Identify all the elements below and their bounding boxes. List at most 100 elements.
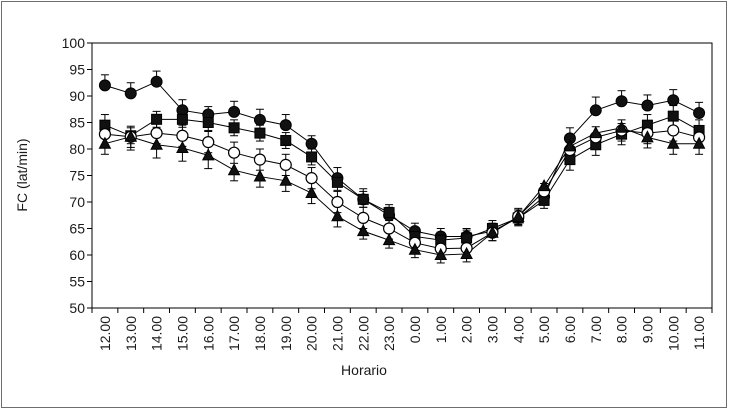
y-axis-ticks: 50 55 60 65 70 75 80 85 90 95 100 <box>62 35 92 316</box>
data-point <box>176 113 188 125</box>
data-point <box>279 158 292 171</box>
data-point <box>202 136 215 149</box>
y-tick-label: 100 <box>62 35 86 51</box>
x-tick-label: 3.00 <box>484 316 500 343</box>
data-point <box>461 232 473 244</box>
x-tick-label: 9.00 <box>639 316 655 343</box>
data-point <box>460 246 473 259</box>
data-point <box>667 110 679 122</box>
data-point <box>98 136 112 149</box>
data-point <box>537 179 551 192</box>
y-axis-label: FC (lat/min) <box>14 138 30 211</box>
x-tick-label: 1.00 <box>433 316 449 343</box>
series-line-filled-triangle <box>104 127 700 256</box>
data-point <box>383 207 395 219</box>
x-tick-label: 2.00 <box>459 316 475 343</box>
data-point <box>667 124 680 137</box>
data-point <box>589 126 603 139</box>
data-point <box>305 137 318 150</box>
data-point <box>150 127 163 140</box>
x-tick-label: 19.00 <box>278 316 294 351</box>
x-axis-ticks: 12.00 13.00 14.00 15.00 16.00 17.00 18.00 19.00… <box>91 308 713 351</box>
data-point <box>254 127 266 139</box>
x-tick-label: 13.00 <box>123 316 139 351</box>
data-point <box>382 233 396 246</box>
data-point <box>253 113 266 126</box>
x-tick-label: 10.00 <box>665 316 681 351</box>
plot-area-border <box>91 42 713 309</box>
x-tick-label: 15.00 <box>174 316 190 351</box>
data-point <box>280 135 292 147</box>
data-point <box>202 117 214 128</box>
x-tick-label: 8.00 <box>614 316 630 343</box>
data-point <box>279 119 292 132</box>
data-point <box>563 139 577 152</box>
data-point <box>253 169 267 182</box>
data-point <box>692 136 706 149</box>
data-point <box>150 137 163 150</box>
data-point <box>615 95 628 108</box>
x-tick-label: 17.00 <box>226 316 242 351</box>
y-tick-label: 70 <box>69 194 85 210</box>
y-tick-label: 55 <box>69 274 85 290</box>
data-point <box>641 99 654 112</box>
data-point <box>305 185 318 198</box>
series-line-filled-circle <box>104 81 700 237</box>
y-tick-label: 80 <box>69 141 85 157</box>
error-bars <box>100 70 704 264</box>
data-point <box>228 122 240 134</box>
y-tick-label: 60 <box>69 247 85 263</box>
x-tick-label: 4.00 <box>510 316 526 343</box>
data-point <box>279 173 293 186</box>
y-tick-label: 50 <box>69 300 85 316</box>
data-point <box>589 104 602 117</box>
x-axis-label: Horario <box>341 362 387 378</box>
data-point <box>356 224 370 237</box>
data-point <box>331 209 344 222</box>
data-point <box>176 129 189 142</box>
x-tick-label: 21.00 <box>329 316 345 351</box>
series-lines <box>104 81 700 256</box>
x-tick-label: 16.00 <box>200 316 216 351</box>
data-point <box>150 75 163 88</box>
data-point <box>434 247 448 260</box>
data-point <box>228 105 241 118</box>
data-point <box>253 153 267 166</box>
data-point <box>615 120 628 133</box>
x-tick-label: 22.00 <box>355 316 371 351</box>
data-point <box>227 146 241 159</box>
data-point <box>693 106 706 119</box>
data-point <box>201 148 215 161</box>
data-point <box>331 195 344 209</box>
data-point <box>331 176 343 188</box>
data-point <box>357 193 369 205</box>
data-point <box>641 130 654 143</box>
data-point <box>305 172 318 185</box>
data-point <box>408 242 422 255</box>
data-point <box>151 113 163 125</box>
x-tick-label: 7.00 <box>588 316 604 343</box>
data-point <box>511 209 525 222</box>
y-tick-label: 85 <box>69 115 85 131</box>
y-tick-label: 75 <box>69 168 85 184</box>
x-tick-label: 6.00 <box>562 316 578 343</box>
x-tick-label: 11.00 <box>691 316 707 350</box>
series-line-open-circle <box>104 129 700 250</box>
data-point <box>666 136 680 149</box>
data-point <box>227 163 241 176</box>
data-point <box>306 151 318 163</box>
axes <box>91 42 713 309</box>
data-point <box>176 140 189 153</box>
x-tick-label: 5.00 <box>536 316 552 343</box>
x-tick-label: 14.00 <box>149 316 165 351</box>
x-tick-label: 23.00 <box>381 316 397 351</box>
data-point <box>382 222 396 235</box>
x-tick-label: 12.00 <box>97 316 113 351</box>
x-tick-label: 20.00 <box>304 316 320 351</box>
y-tick-label: 95 <box>69 62 85 78</box>
series-markers <box>98 75 706 260</box>
x-tick-label: 18.00 <box>252 316 268 351</box>
data-point <box>486 225 499 238</box>
data-point <box>124 129 138 142</box>
